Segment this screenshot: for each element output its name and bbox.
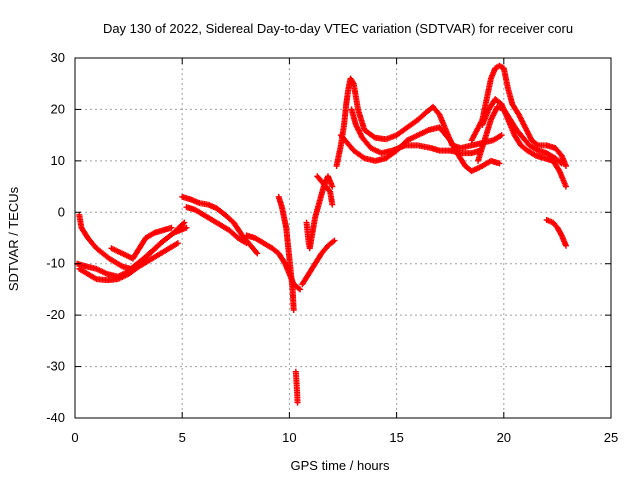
data-point — [557, 159, 564, 166]
data-point — [243, 240, 250, 247]
data-point — [297, 286, 304, 293]
data-point — [180, 220, 187, 227]
x-tick-label: 25 — [604, 430, 618, 445]
data-point — [562, 163, 569, 169]
data-point — [331, 237, 338, 244]
data-point — [294, 399, 301, 406]
data-points — [74, 62, 569, 406]
data-point — [329, 201, 336, 208]
data-point — [183, 224, 190, 231]
y-tick-label: 20 — [51, 101, 65, 116]
grid — [75, 58, 611, 418]
data-point — [562, 183, 569, 190]
x-tick-label: 15 — [389, 430, 403, 445]
series-satellite-track-10 — [299, 237, 338, 288]
data-point — [253, 249, 260, 256]
x-tick-label: 5 — [179, 430, 186, 445]
y-tick-label: 30 — [51, 50, 65, 65]
series-satellite-track-1 — [76, 211, 188, 272]
y-tick-label: -10 — [46, 256, 65, 271]
data-point — [558, 160, 565, 167]
axis-ticks: 0 5 10 15 20 25 -40 -30 -20 -10 0 10 20 30 — [46, 50, 618, 445]
data-point — [254, 250, 261, 257]
y-tick-label: 0 — [58, 204, 65, 219]
series-satellite-track-6 — [183, 204, 250, 247]
series-satellite-track-16 — [468, 62, 569, 169]
data-point — [498, 132, 505, 139]
series-satellite-track-3 — [76, 240, 181, 284]
series-satellite-track-9 — [292, 368, 301, 406]
data-point — [168, 224, 175, 231]
series-satellite-track-18 — [479, 96, 569, 190]
chart-title: Day 130 of 2022, Sidereal Day-to-day VTE… — [103, 21, 573, 36]
x-tick-label: 20 — [497, 430, 511, 445]
series-satellite-track-13 — [333, 75, 505, 169]
data-point — [562, 242, 569, 249]
x-tick-label: 0 — [71, 430, 78, 445]
y-axis-label: SDTVAR / TECUs — [6, 186, 21, 291]
series-satellite-track-19 — [543, 217, 569, 249]
data-point — [533, 141, 540, 148]
data-point — [349, 79, 356, 86]
data-point — [290, 307, 297, 313]
series-satellite-track-8 — [275, 193, 297, 313]
series-satellite-track-15 — [348, 106, 484, 157]
data-point — [174, 240, 181, 247]
x-tick-label: 10 — [282, 430, 296, 445]
x-axis-label: GPS time / hours — [291, 458, 390, 473]
y-tick-label: -40 — [46, 410, 65, 425]
data-point — [330, 238, 337, 245]
y-tick-label: 10 — [51, 153, 65, 168]
data-point — [181, 219, 188, 226]
y-tick-label: -30 — [46, 359, 65, 374]
data-point — [329, 183, 336, 190]
y-tick-label: -20 — [46, 307, 65, 322]
data-point — [295, 285, 302, 292]
plot-frame — [74, 57, 612, 419]
series-satellite-track-12 — [314, 173, 336, 208]
data-point — [496, 160, 503, 167]
series-satellite-track-4 — [108, 224, 175, 262]
series-satellite-track-5 — [179, 193, 261, 257]
